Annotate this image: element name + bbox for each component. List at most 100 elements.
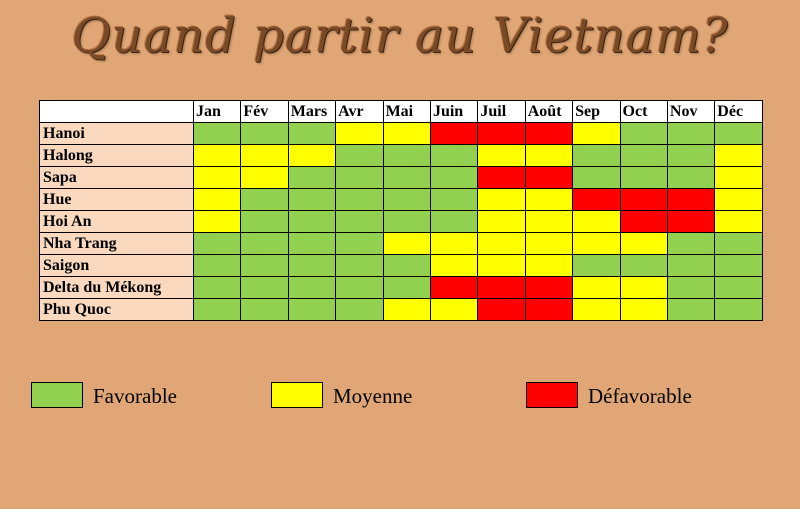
city-label: Sapa (39, 166, 194, 189)
heat-cell (335, 298, 384, 321)
city-label: Hoi An (39, 210, 194, 233)
heat-cell (382, 166, 431, 189)
month-header: Oct (619, 100, 668, 123)
heat-cell (192, 144, 242, 167)
city-label: Saigon (39, 254, 194, 277)
heat-cell (666, 298, 716, 321)
heat-cell (714, 122, 763, 145)
heat-cell (572, 210, 621, 233)
heat-cell (619, 232, 668, 255)
heat-cell (192, 188, 242, 211)
heat-cell (524, 188, 574, 211)
heat-cell (714, 210, 763, 233)
heat-cell (192, 166, 242, 189)
heat-cell (619, 210, 668, 233)
heat-cell (240, 210, 289, 233)
heat-cell (382, 210, 431, 233)
heat-cell (666, 232, 716, 255)
month-header: Avr (335, 100, 384, 123)
month-header: Fév (240, 100, 289, 123)
heat-cell (287, 210, 337, 233)
legend-swatch-favorable (31, 382, 83, 408)
city-label: Phu Quoc (39, 298, 194, 321)
heat-cell (619, 298, 668, 321)
heat-cell (477, 210, 526, 233)
heat-cell (619, 254, 668, 277)
table-row: Hoi An (39, 210, 763, 233)
table-row: Phu Quoc (39, 298, 763, 321)
heat-cell (714, 232, 763, 255)
heat-cell (429, 144, 479, 167)
heat-cell (477, 166, 526, 189)
month-header: Sep (572, 100, 621, 123)
heat-cell (477, 232, 526, 255)
month-header: Déc (714, 100, 763, 123)
heat-cell (240, 122, 289, 145)
heat-cell (477, 298, 526, 321)
heat-cell (382, 188, 431, 211)
heat-cell (382, 254, 431, 277)
heat-cell (524, 232, 574, 255)
heat-cell (714, 298, 763, 321)
heat-cell (335, 122, 384, 145)
heat-cell (572, 144, 621, 167)
heat-cell (335, 166, 384, 189)
month-header: Juin (429, 100, 479, 123)
legend-swatch-defavorable (526, 382, 578, 408)
heat-cell (429, 210, 479, 233)
heat-cell (429, 276, 479, 299)
heat-cell (335, 144, 384, 167)
heat-cell (240, 166, 289, 189)
heat-cell (714, 166, 763, 189)
heat-cell (192, 276, 242, 299)
table-row: Sapa (39, 166, 763, 189)
heat-cell (524, 122, 574, 145)
heat-cell (429, 232, 479, 255)
heat-cell (666, 276, 716, 299)
heat-cell (335, 232, 384, 255)
heat-cell (477, 254, 526, 277)
heat-cell (287, 232, 337, 255)
heat-cell (335, 276, 384, 299)
city-label: Delta du Mékong (39, 276, 194, 299)
heat-cell (714, 254, 763, 277)
heat-cell (240, 276, 289, 299)
heat-cell (572, 276, 621, 299)
heat-cell (619, 144, 668, 167)
table-row: Hue (39, 188, 763, 211)
heat-cell (666, 254, 716, 277)
calendar-grid: Jan Fév Mars Avr Mai Juin Juil Août Sep Oct Nov Déc… (39, 100, 763, 321)
heat-cell (666, 122, 716, 145)
heat-cell (524, 166, 574, 189)
heat-cell (714, 144, 763, 167)
heat-cell (524, 144, 574, 167)
city-label: Nha Trang (39, 232, 194, 255)
heat-cell (240, 232, 289, 255)
heat-cell (524, 210, 574, 233)
heat-cell (335, 188, 384, 211)
heat-cell (477, 276, 526, 299)
heat-cell (619, 166, 668, 189)
corner-cell (39, 100, 194, 123)
heat-cell (666, 188, 716, 211)
heat-cell (619, 276, 668, 299)
heat-cell (477, 188, 526, 211)
heat-cell (240, 298, 289, 321)
heat-cell (192, 122, 242, 145)
month-header: Mars (287, 100, 337, 123)
grid-body: Hanoi Halong Sapa Hue Hoi An Nha Trang Saigon D… (39, 122, 763, 321)
heat-cell (382, 122, 431, 145)
legend-swatch-moyenne (271, 382, 323, 408)
heat-cell (335, 210, 384, 233)
heat-cell (524, 276, 574, 299)
heat-cell (335, 254, 384, 277)
header-row: Jan Fév Mars Avr Mai Juin Juil Août Sep Oct Nov Déc (39, 100, 763, 123)
heat-cell (287, 298, 337, 321)
table-row: Delta du Mékong (39, 276, 763, 299)
heat-cell (477, 122, 526, 145)
heat-cell (429, 122, 479, 145)
heat-cell (192, 232, 242, 255)
heat-cell (619, 122, 668, 145)
heat-cell (429, 254, 479, 277)
heat-cell (477, 144, 526, 167)
